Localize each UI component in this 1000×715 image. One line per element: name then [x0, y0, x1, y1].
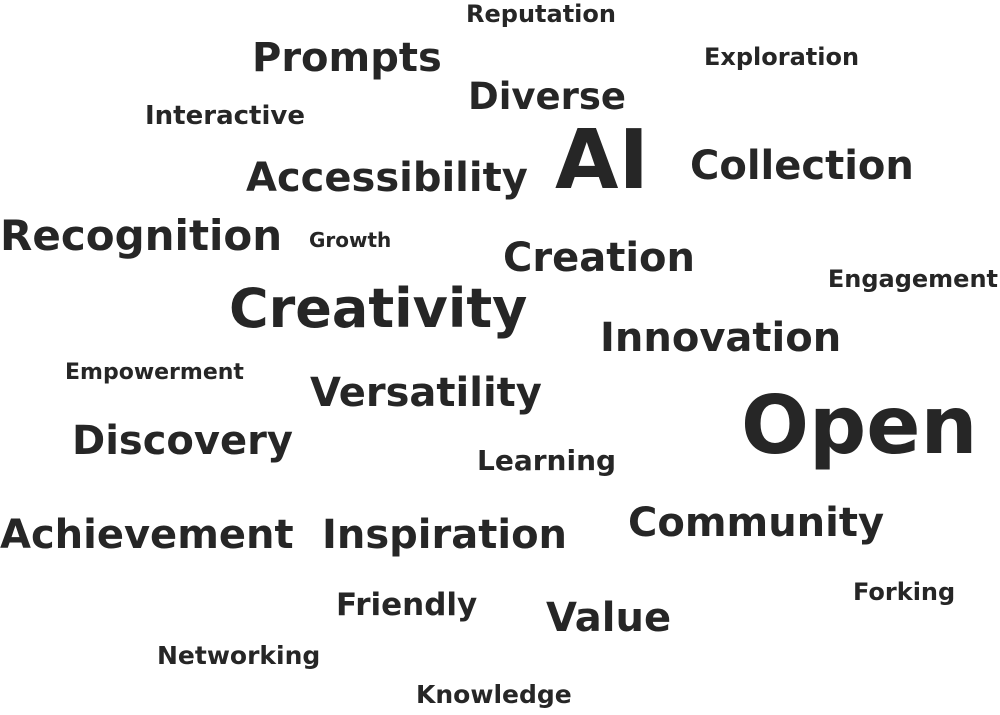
word-creation: Creation — [503, 235, 695, 281]
word-recognition: Recognition — [0, 211, 283, 260]
word-inspiration: Inspiration — [322, 512, 568, 558]
word-versatility: Versatility — [310, 370, 542, 416]
word-discovery: Discovery — [72, 418, 293, 464]
word-engagement: Engagement — [827, 265, 998, 293]
word-growth: Growth — [309, 228, 392, 252]
word-friendly: Friendly — [336, 587, 478, 623]
word-reputation: Reputation — [466, 0, 616, 28]
word-forking: Forking — [853, 578, 956, 606]
word-achievement: Achievement — [0, 512, 294, 558]
word-networking: Networking — [157, 641, 321, 670]
word-exploration: Exploration — [704, 43, 860, 71]
word-creativity: Creativity — [229, 277, 528, 340]
word-collection: Collection — [690, 143, 914, 189]
word-knowledge: Knowledge — [416, 680, 572, 709]
word-prompts: Prompts — [252, 35, 442, 81]
word-ai: AI — [555, 113, 649, 208]
word-open: Open — [741, 379, 978, 472]
word-accessibility: Accessibility — [246, 155, 528, 201]
word-diverse: Diverse — [468, 75, 626, 118]
word-interactive: Interactive — [145, 101, 305, 131]
word-value: Value — [546, 595, 672, 641]
word-community: Community — [628, 500, 885, 546]
word-innovation: Innovation — [600, 315, 842, 361]
word-learning: Learning — [477, 444, 617, 477]
word-empowerment: Empowerment — [65, 360, 244, 385]
